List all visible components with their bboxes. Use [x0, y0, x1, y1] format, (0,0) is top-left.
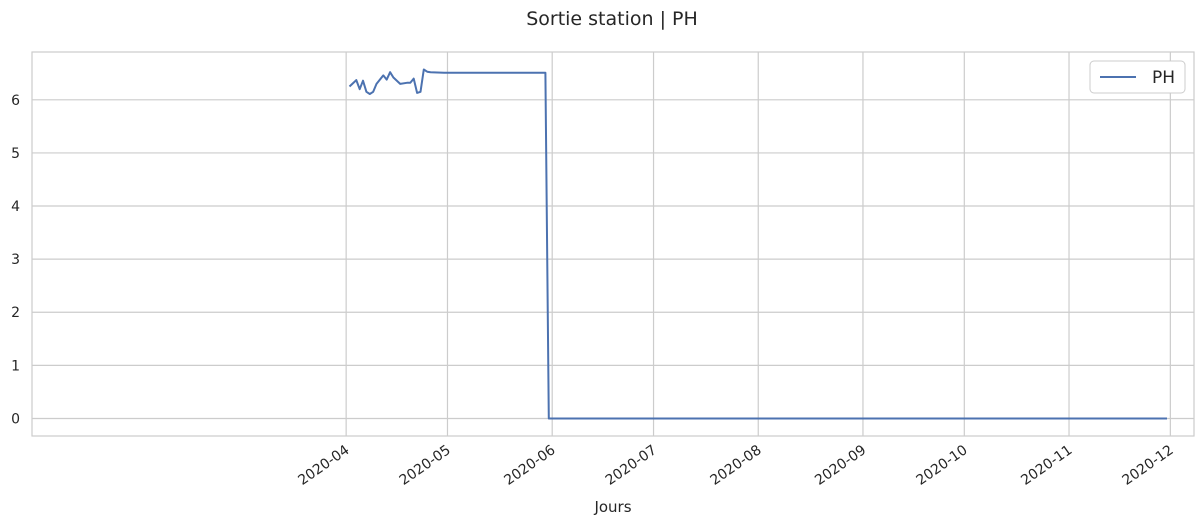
y-tick-label: 6	[11, 93, 20, 109]
x-tick-label: 2020-12	[1120, 442, 1177, 489]
legend-label-ph: PH	[1152, 68, 1175, 88]
plot-frame	[31, 51, 1195, 437]
y-tick-label: 2	[11, 305, 20, 321]
legend-box	[1089, 60, 1186, 94]
series-layer	[348, 68, 1167, 420]
x-axis-ticks: 2020-04 2020-05 2020-06 2020-07 2020-08 2020-…	[295, 442, 1176, 489]
x-tick-label: 2020-08	[707, 442, 764, 489]
y-axis-ticks: 0 1 2 3 4 5 6	[11, 93, 20, 428]
series-line-ph	[348, 68, 1167, 420]
x-axis-label: Jours	[593, 498, 631, 516]
legend: PH	[1089, 60, 1186, 94]
x-tick-label: 2020-09	[812, 442, 869, 489]
x-tick-label: 2020-04	[295, 442, 352, 489]
x-tick-label: 2020-05	[397, 442, 454, 489]
y-tick-label: 5	[11, 146, 20, 162]
x-tick-label: 2020-10	[913, 442, 970, 489]
y-tick-label: 4	[11, 199, 20, 215]
x-tick-label: 2020-11	[1018, 442, 1075, 489]
chart-title: Sortie station | PH	[526, 8, 698, 30]
y-tick-label: 1	[11, 358, 20, 374]
y-tick-label: 0	[11, 411, 20, 427]
grid	[32, 52, 1194, 436]
x-tick-label: 2020-06	[501, 442, 558, 489]
x-tick-label: 2020-07	[603, 442, 660, 489]
y-tick-label: 3	[11, 252, 20, 268]
